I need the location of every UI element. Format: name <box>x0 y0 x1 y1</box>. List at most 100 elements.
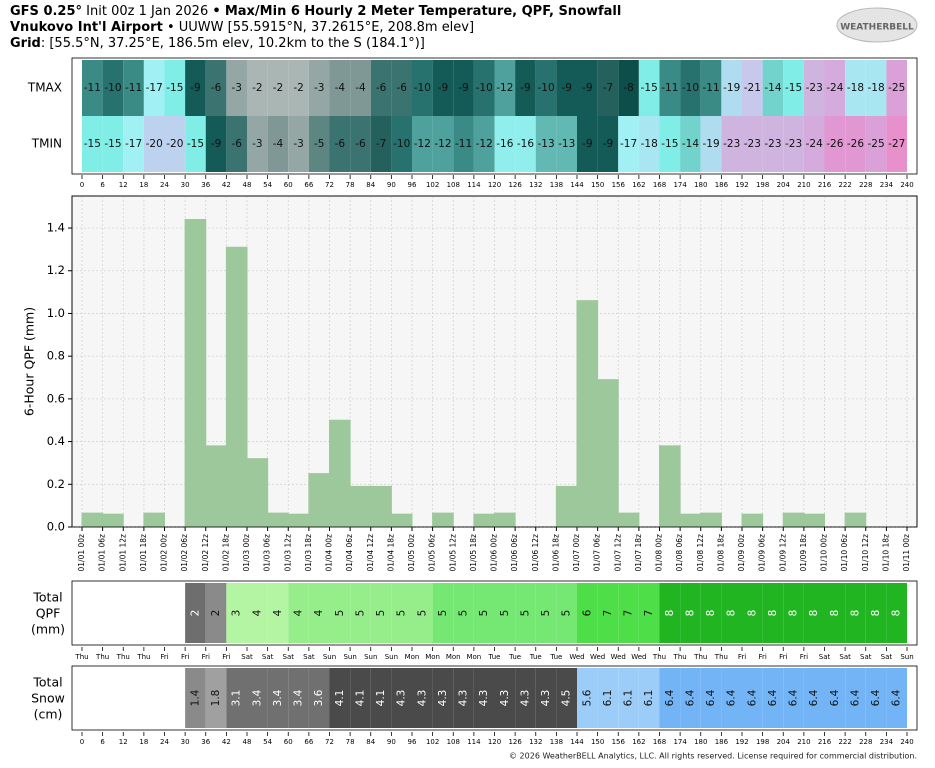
x-tick-label: Fri <box>160 653 168 661</box>
x-tick-label: 198 <box>756 738 769 746</box>
cell-label: 6.4 <box>849 689 861 706</box>
cell <box>618 583 639 643</box>
cell-label: 4.1 <box>334 690 346 707</box>
cell-label: 1.8 <box>210 690 222 707</box>
x-tick-label: 01/09 00z <box>737 534 746 572</box>
cell-label: -13 <box>558 138 575 150</box>
cell-label: -23 <box>764 138 781 150</box>
x-tick-label: Sun <box>323 653 336 661</box>
cell <box>659 668 681 728</box>
heat-cell <box>308 116 330 172</box>
cell-label: -11 <box>455 138 472 150</box>
heat-cell <box>185 60 206 116</box>
cell-label: 5 <box>519 610 531 617</box>
cell <box>329 583 351 643</box>
heat-cell <box>267 60 289 116</box>
y-tick-label: 0.4 <box>47 434 65 448</box>
cell-label: -11 <box>125 82 142 94</box>
cell-label: 5 <box>416 610 428 617</box>
x-tick-label: 180 <box>694 181 707 189</box>
heat-cell <box>783 60 804 116</box>
cell <box>350 668 371 728</box>
cell <box>845 583 866 643</box>
heat-cell <box>700 60 722 116</box>
heat-cell <box>288 60 309 116</box>
heat-cell <box>143 60 165 116</box>
x-tick-label: 01/07 06z <box>593 534 602 572</box>
cell-label: -9 <box>211 138 221 150</box>
cell <box>803 668 825 728</box>
x-tick-label: 01/06 00z <box>490 534 499 572</box>
cell-label: -26 <box>826 138 843 150</box>
cell-label: 3.1 <box>231 690 243 707</box>
heat-cell <box>412 60 433 116</box>
x-tick-label: 42 <box>222 738 231 746</box>
cell-label: 1.4 <box>189 689 201 706</box>
heat-cell <box>164 60 186 116</box>
x-tick-label: 01/08 18z <box>716 534 725 572</box>
x-tick-label: 01/04 18z <box>386 534 395 572</box>
cell-label: -3 <box>231 82 241 94</box>
bar <box>349 485 372 528</box>
cell <box>618 668 639 728</box>
x-tick-label: 168 <box>653 738 666 746</box>
cell-label: 3.6 <box>313 689 325 706</box>
x-tick-label: Sat <box>881 653 893 661</box>
x-tick-label: 01/10 06z <box>840 534 849 572</box>
cell-label: 5 <box>561 610 573 617</box>
x-tick-label: 42 <box>222 181 231 189</box>
x-tick-label: 01/06 18z <box>551 534 560 572</box>
x-tick-label: Thu <box>95 653 109 661</box>
cell-label: -17 <box>620 138 637 150</box>
x-tick-label: Tue <box>508 653 521 661</box>
x-tick-label: 222 <box>838 181 851 189</box>
y-tick-label: 1.2 <box>47 263 65 277</box>
heat-cell <box>391 60 412 116</box>
x-tick-label: 0 <box>80 738 84 746</box>
cell-label: 4.3 <box>416 690 428 707</box>
x-tick-label: Fri <box>738 653 746 661</box>
cell-label: 6.4 <box>891 689 903 706</box>
cell-label: -4 <box>335 82 346 94</box>
cell <box>577 583 598 643</box>
x-tick-label: 180 <box>694 738 707 746</box>
cell-label: -18 <box>641 138 658 150</box>
cell-label: -18 <box>867 82 884 94</box>
row-label: Total <box>32 590 62 605</box>
cell-label: -12 <box>434 138 451 150</box>
cell-label: -6 <box>376 82 387 94</box>
cell-label: -11 <box>702 82 719 94</box>
heat-cell <box>308 60 330 116</box>
x-tick-label: 222 <box>838 738 851 746</box>
x-tick-label: 240 <box>900 181 913 189</box>
x-tick-label: Tue <box>529 653 542 661</box>
bar <box>617 512 640 528</box>
cell-label: -4 <box>355 82 366 94</box>
x-tick-label: 192 <box>735 738 748 746</box>
bar <box>659 445 681 528</box>
cell-label: 6.4 <box>684 689 696 706</box>
cell <box>700 668 722 728</box>
x-tick-label: 01/02 06z <box>180 534 189 572</box>
cell <box>247 668 268 728</box>
x-tick-label: 12 <box>119 181 128 189</box>
cell-label: -25 <box>888 82 905 94</box>
cell-label: -16 <box>517 138 534 150</box>
row-label: Total <box>32 675 62 690</box>
cell-label: -16 <box>496 138 513 150</box>
cell-label: -17 <box>146 82 163 94</box>
x-tick-label: 48 <box>243 738 252 746</box>
heat-cell <box>824 116 846 172</box>
logo: WEATHERBELL <box>840 23 914 33</box>
heat-cell <box>494 116 516 172</box>
cell-label: 4.1 <box>354 690 366 707</box>
heat-cell <box>288 116 309 172</box>
cell-label: 6.4 <box>767 689 779 706</box>
x-tick-label: 01/10 12z <box>861 534 870 572</box>
bar <box>102 513 124 528</box>
cell-label: -19 <box>702 138 719 150</box>
x-tick-label: Wed <box>611 653 626 661</box>
cell-label: 8 <box>684 610 696 617</box>
heat-cell <box>638 60 660 116</box>
cell-label: 8 <box>808 610 820 617</box>
